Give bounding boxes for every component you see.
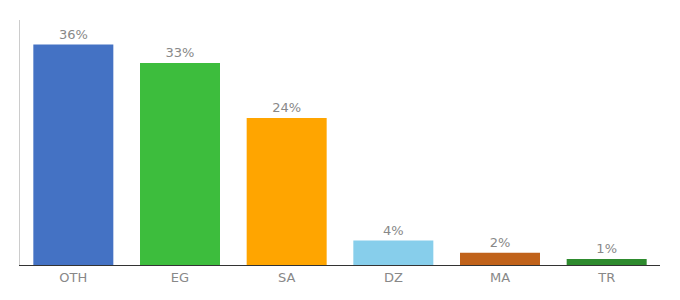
svg-text:TR: TR [597,270,615,285]
svg-text:OTH: OTH [59,270,87,285]
svg-text:EG: EG [171,270,189,285]
svg-text:33%: 33% [166,45,195,60]
svg-text:2%: 2% [490,235,511,250]
svg-text:SA: SA [278,270,295,285]
svg-text:1%: 1% [596,241,617,256]
svg-text:24%: 24% [272,100,301,115]
svg-text:DZ: DZ [384,270,403,285]
svg-text:MA: MA [490,270,510,285]
svg-text:4%: 4% [383,223,404,238]
svg-text:36%: 36% [59,27,88,42]
